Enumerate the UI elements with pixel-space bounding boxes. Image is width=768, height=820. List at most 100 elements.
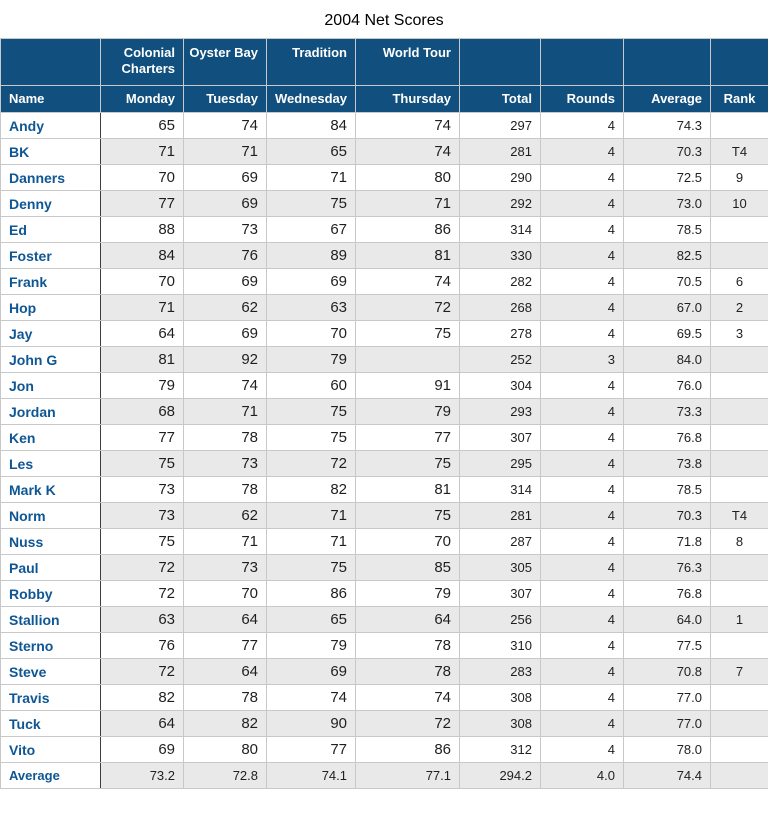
score-cell: 4 [540,320,624,347]
name-cell: Paul [0,554,101,581]
score-cell: 63 [266,294,356,321]
score-cell: 70 [100,268,184,295]
rank-cell [710,242,768,269]
table-row: Ed 88 73 67 86 314 4 78.5 [0,216,768,243]
score-cell: 308 [459,684,541,711]
score-cell: 79 [266,632,356,659]
page-title: 2004 Net Scores [324,12,444,29]
table-row: Hop 71 62 63 72 268 4 67.0 2 [0,294,768,321]
name-cell: Robby [0,580,101,607]
average-label-cell: Average [0,762,101,789]
rank-cell [710,632,768,659]
table-row: Nuss 75 71 71 70 287 4 71.8 8 [0,528,768,555]
score-cell: 71 [183,528,267,555]
score-cell: 71 [183,398,267,425]
rank-cell [710,424,768,451]
score-cell: 281 [459,502,541,529]
score-cell: 75 [355,502,460,529]
table-row: Vito 69 80 77 86 312 4 78.0 [0,736,768,763]
rank-cell [710,762,768,789]
score-cell: 76 [100,632,184,659]
score-cell: 74 [355,112,460,139]
name-cell: Sterno [0,632,101,659]
score-cell: 70.3 [623,138,711,165]
rank-cell [710,346,768,373]
score-cell: 75 [100,528,184,555]
score-cell: 307 [459,580,541,607]
course-header-empty [710,38,768,86]
name-cell: Ed [0,216,101,243]
score-cell: 77.1 [355,762,460,789]
score-cell: 74 [355,684,460,711]
score-cell: 69 [183,190,267,217]
score-cell: 307 [459,424,541,451]
table-row: Les 75 73 72 75 295 4 73.8 [0,450,768,477]
score-cell: 252 [459,346,541,373]
score-cell: 78 [355,632,460,659]
score-cell: 78.5 [623,476,711,503]
score-cell: 314 [459,476,541,503]
score-cell: 70 [355,528,460,555]
score-cell: 305 [459,554,541,581]
table-row: Tuck 64 82 90 72 308 4 77.0 [0,710,768,737]
column-header-total: Total [459,85,541,113]
name-cell: Stallion [0,606,101,633]
table-row: Stallion 63 64 65 64 256 4 64.0 1 [0,606,768,633]
name-cell: Nuss [0,528,101,555]
name-cell: Ken [0,424,101,451]
score-cell: 76.8 [623,580,711,607]
score-cell: 72 [100,554,184,581]
rank-cell: 3 [710,320,768,347]
score-cell: 4 [540,632,624,659]
score-cell: 4 [540,502,624,529]
score-cell: 70.8 [623,658,711,685]
table-row: Robby 72 70 86 79 307 4 76.8 [0,580,768,607]
score-cell: 71 [266,164,356,191]
score-cell: 73.0 [623,190,711,217]
score-cell: 72 [100,580,184,607]
score-cell: 63 [100,606,184,633]
score-cell: 4 [540,528,624,555]
name-cell: Travis [0,684,101,711]
course-header-empty [0,38,101,86]
score-cell: 4 [540,424,624,451]
name-cell: Norm [0,502,101,529]
score-cell: 71 [355,190,460,217]
column-header-rank: Rank [710,85,768,113]
score-cell: 64 [183,606,267,633]
score-cell: 4 [540,658,624,685]
score-cell: 77.0 [623,710,711,737]
score-cell: 4 [540,450,624,477]
score-cell: 72 [266,450,356,477]
table-row: Danners 70 69 71 80 290 4 72.5 9 [0,164,768,191]
score-cell [355,346,460,373]
table-row: Paul 72 73 75 85 305 4 76.3 [0,554,768,581]
rank-cell [710,476,768,503]
score-cell: 71 [183,138,267,165]
score-cell: 4 [540,684,624,711]
score-cell: 4 [540,190,624,217]
score-cell: 76.3 [623,554,711,581]
score-cell: 85 [355,554,460,581]
score-cell: 67.0 [623,294,711,321]
score-cell: 78 [183,684,267,711]
score-cell: 67 [266,216,356,243]
course-header-tradition: Tradition [266,38,356,86]
rank-cell [710,736,768,763]
course-header-row: Colonial Charters Oyster Bay Tradition Worl… [0,38,768,86]
score-cell: 4 [540,476,624,503]
table-row: Andy 65 74 84 74 297 4 74.3 [0,112,768,139]
rank-cell [710,554,768,581]
score-cell: 64 [100,320,184,347]
course-header-oyster-bay: Oyster Bay [183,38,267,86]
score-cell: 71 [100,138,184,165]
name-cell: Mark K [0,476,101,503]
score-cell: 70 [100,164,184,191]
table-row: Steve 72 64 69 78 283 4 70.8 7 [0,658,768,685]
rank-cell [710,684,768,711]
score-cell: 77 [266,736,356,763]
score-cell: 256 [459,606,541,633]
score-cell: 74 [266,684,356,711]
score-cell: 86 [355,216,460,243]
net-scores-table: Colonial Charters Oyster Bay Tradition Worl… [0,38,768,789]
